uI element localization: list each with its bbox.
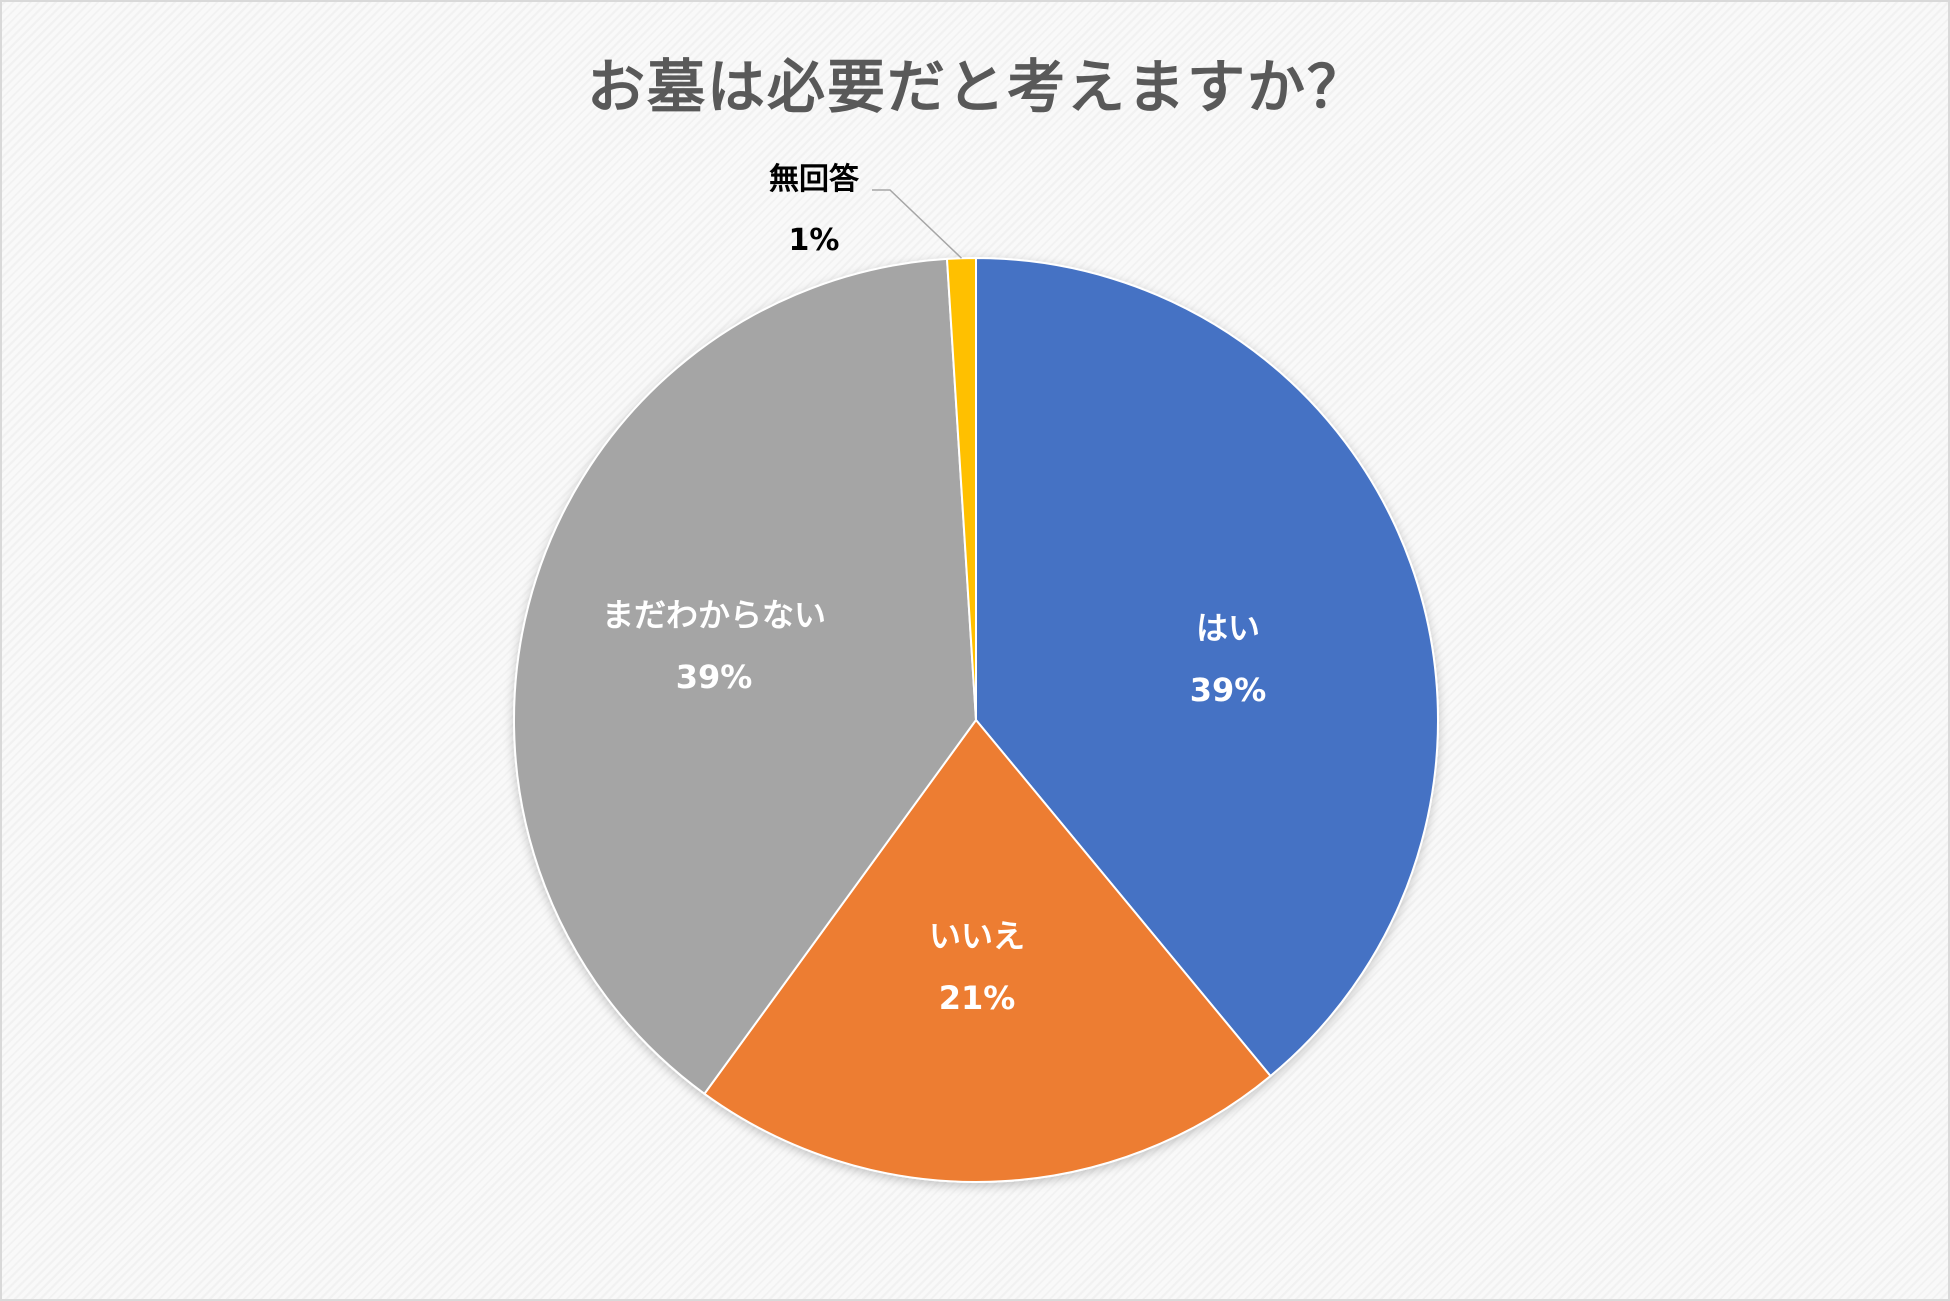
- data-label-iie-percent: 21%: [939, 979, 1016, 1017]
- slice-hai: [975, 256, 1440, 1078]
- data-labels: はい 39% いいえ 21% まだわからない 39% 無回答 1%: [602, 162, 1266, 1017]
- slice-madawakaranai: [513, 257, 978, 1096]
- slice-iie: [703, 718, 1272, 1183]
- data-label-madawakaranai-percent: 39%: [676, 658, 753, 696]
- data-label-mukaitou-category: 無回答: [769, 162, 860, 197]
- data-label-madawakaranai-category: まだわからない: [602, 596, 826, 634]
- chart-title: お墓は必要だと考えますか？: [586, 53, 1367, 121]
- data-label-iie-category: いいえ: [929, 917, 1025, 955]
- leader-lines: [872, 189, 963, 259]
- data-label-mukaitou-percent: 1%: [789, 223, 840, 258]
- leader-line-mukaitou: [872, 189, 963, 259]
- slice-mukaitou: [945, 256, 977, 721]
- pie-slices: [513, 256, 1440, 1183]
- data-label-hai-category: はい: [1196, 609, 1260, 647]
- data-label-hai-percent: 39%: [1190, 671, 1267, 709]
